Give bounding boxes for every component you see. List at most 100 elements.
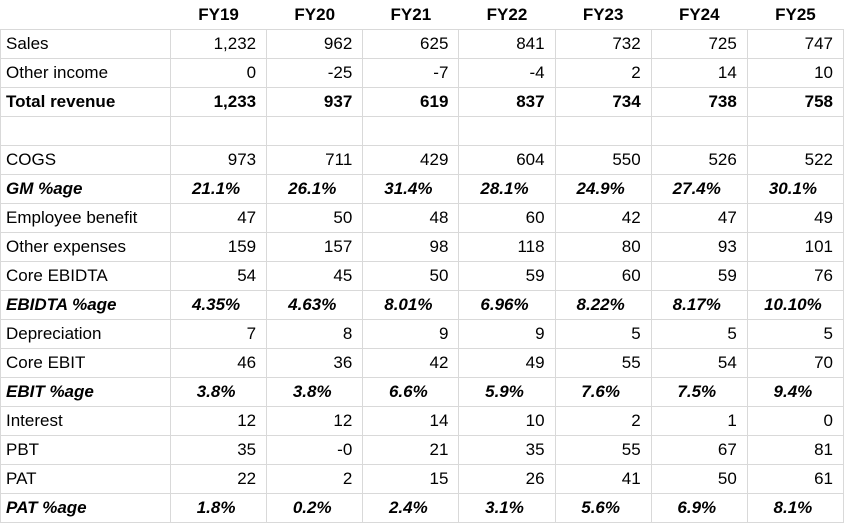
cell: 625 <box>362 29 460 59</box>
row-label: GM %age <box>0 174 171 204</box>
cell: 46 <box>169 348 268 378</box>
cell: 7.6% <box>554 377 652 407</box>
table-header: FY19 FY20 FY21 FY22 FY23 FY24 FY25 <box>1 0 844 30</box>
cell: 21.1% <box>169 174 268 204</box>
cell: 67 <box>650 435 748 465</box>
row-label: COGS <box>0 145 171 175</box>
cell: 50 <box>266 203 364 233</box>
cell: 0 <box>746 406 844 436</box>
row: EBIT %age 3.8% 3.8% 6.6% 5.9% 7.6% 7.5% 9.4% <box>0 377 844 407</box>
cell: 47 <box>169 203 268 233</box>
header-row: FY19 FY20 FY21 FY22 FY23 FY24 FY25 <box>1 0 844 30</box>
cell: -7 <box>362 58 460 88</box>
cell: 3.8% <box>169 377 268 407</box>
cell: 157 <box>266 232 364 262</box>
cell: 49 <box>458 348 556 378</box>
cell: 8 <box>266 319 364 349</box>
cell: 80 <box>554 232 652 262</box>
cell: 10.10% <box>746 290 844 320</box>
cell: 758 <box>746 87 844 117</box>
cell: 10 <box>458 406 556 436</box>
cell: 54 <box>169 261 268 291</box>
cell: 973 <box>169 145 268 175</box>
cell: 3.1% <box>458 493 556 523</box>
cell: 4.63% <box>266 290 364 320</box>
cell: -0 <box>266 435 364 465</box>
cell: 3.8% <box>266 377 364 407</box>
cell: 60 <box>554 261 652 291</box>
cell: 48 <box>362 203 460 233</box>
cell: 9 <box>458 319 556 349</box>
row-label: PAT <box>0 464 171 494</box>
row: Total revenue 1,233 937 619 837 734 738 758 <box>0 87 844 117</box>
cell: 2 <box>554 58 652 88</box>
cell: 711 <box>266 145 364 175</box>
cell: 4.35% <box>169 290 268 320</box>
cell: 49 <box>746 203 844 233</box>
cell: 7.5% <box>650 377 748 407</box>
row: PAT %age 1.8% 0.2% 2.4% 3.1% 5.6% 6.9% 8.1% <box>0 493 844 523</box>
cell: 10 <box>746 58 844 88</box>
header-cell: FY23 <box>582 4 624 24</box>
cell: 14 <box>650 58 748 88</box>
cell: 59 <box>458 261 556 291</box>
cell: 841 <box>458 29 556 59</box>
header-cell: FY19 <box>198 4 239 24</box>
row-label: Interest <box>0 406 171 436</box>
cell: 429 <box>362 145 460 175</box>
row: Sales 1,232 962 625 841 732 725 747 <box>0 29 844 59</box>
cell: 5 <box>554 319 652 349</box>
cell: 14 <box>362 406 460 436</box>
cell: 61 <box>746 464 844 494</box>
cell: 70 <box>746 348 844 378</box>
cell: 5 <box>746 319 844 349</box>
row-label: PAT %age <box>0 493 171 523</box>
header-cell: FY22 <box>486 4 528 24</box>
cell: 118 <box>458 232 556 262</box>
cell: 604 <box>458 145 556 175</box>
cell: 55 <box>554 435 652 465</box>
cell: 6.9% <box>650 493 748 523</box>
cell: 26.1% <box>266 174 364 204</box>
row-label: Depreciation <box>0 319 171 349</box>
cell: 15 <box>362 464 460 494</box>
cell: 0 <box>169 58 268 88</box>
header-cell: FY24 <box>678 4 720 24</box>
row: Other income 0 -25 -7 -4 2 14 10 <box>0 58 844 88</box>
row: Depreciation 7 8 9 9 5 5 5 <box>0 319 844 349</box>
cell: 93 <box>650 232 748 262</box>
cell: 101 <box>746 232 844 262</box>
cell: 60 <box>458 203 556 233</box>
cell: 47 <box>650 203 748 233</box>
cell: -4 <box>458 58 556 88</box>
cell: 35 <box>169 435 268 465</box>
cell: 1,232 <box>169 29 268 59</box>
row-label: Sales <box>0 29 171 59</box>
cell: 159 <box>169 232 268 262</box>
row-label: Total revenue <box>0 87 171 117</box>
cell: 0.2% <box>266 493 364 523</box>
cell: 734 <box>554 87 652 117</box>
cell: 26 <box>458 464 556 494</box>
cell: 5.9% <box>458 377 556 407</box>
cell: 42 <box>554 203 652 233</box>
cell: 5.6% <box>554 493 652 523</box>
cell: 31.4% <box>362 174 460 204</box>
cell: 42 <box>362 348 460 378</box>
cell: 8.22% <box>554 290 652 320</box>
cell: 725 <box>650 29 748 59</box>
cell: 2 <box>266 464 364 494</box>
cell: 41 <box>554 464 652 494</box>
row: GM %age 21.1% 26.1% 31.4% 28.1% 24.9% 27.4% 30.… <box>0 174 844 204</box>
cell: 22 <box>169 464 268 494</box>
cell: 81 <box>746 435 844 465</box>
cell: 59 <box>650 261 748 291</box>
row-label: Core EBIDTA <box>0 261 171 291</box>
cell: 619 <box>362 87 460 117</box>
cell: 1.8% <box>169 493 268 523</box>
cell: 837 <box>458 87 556 117</box>
cell: 9 <box>362 319 460 349</box>
row-label: EBIT %age <box>0 377 171 407</box>
